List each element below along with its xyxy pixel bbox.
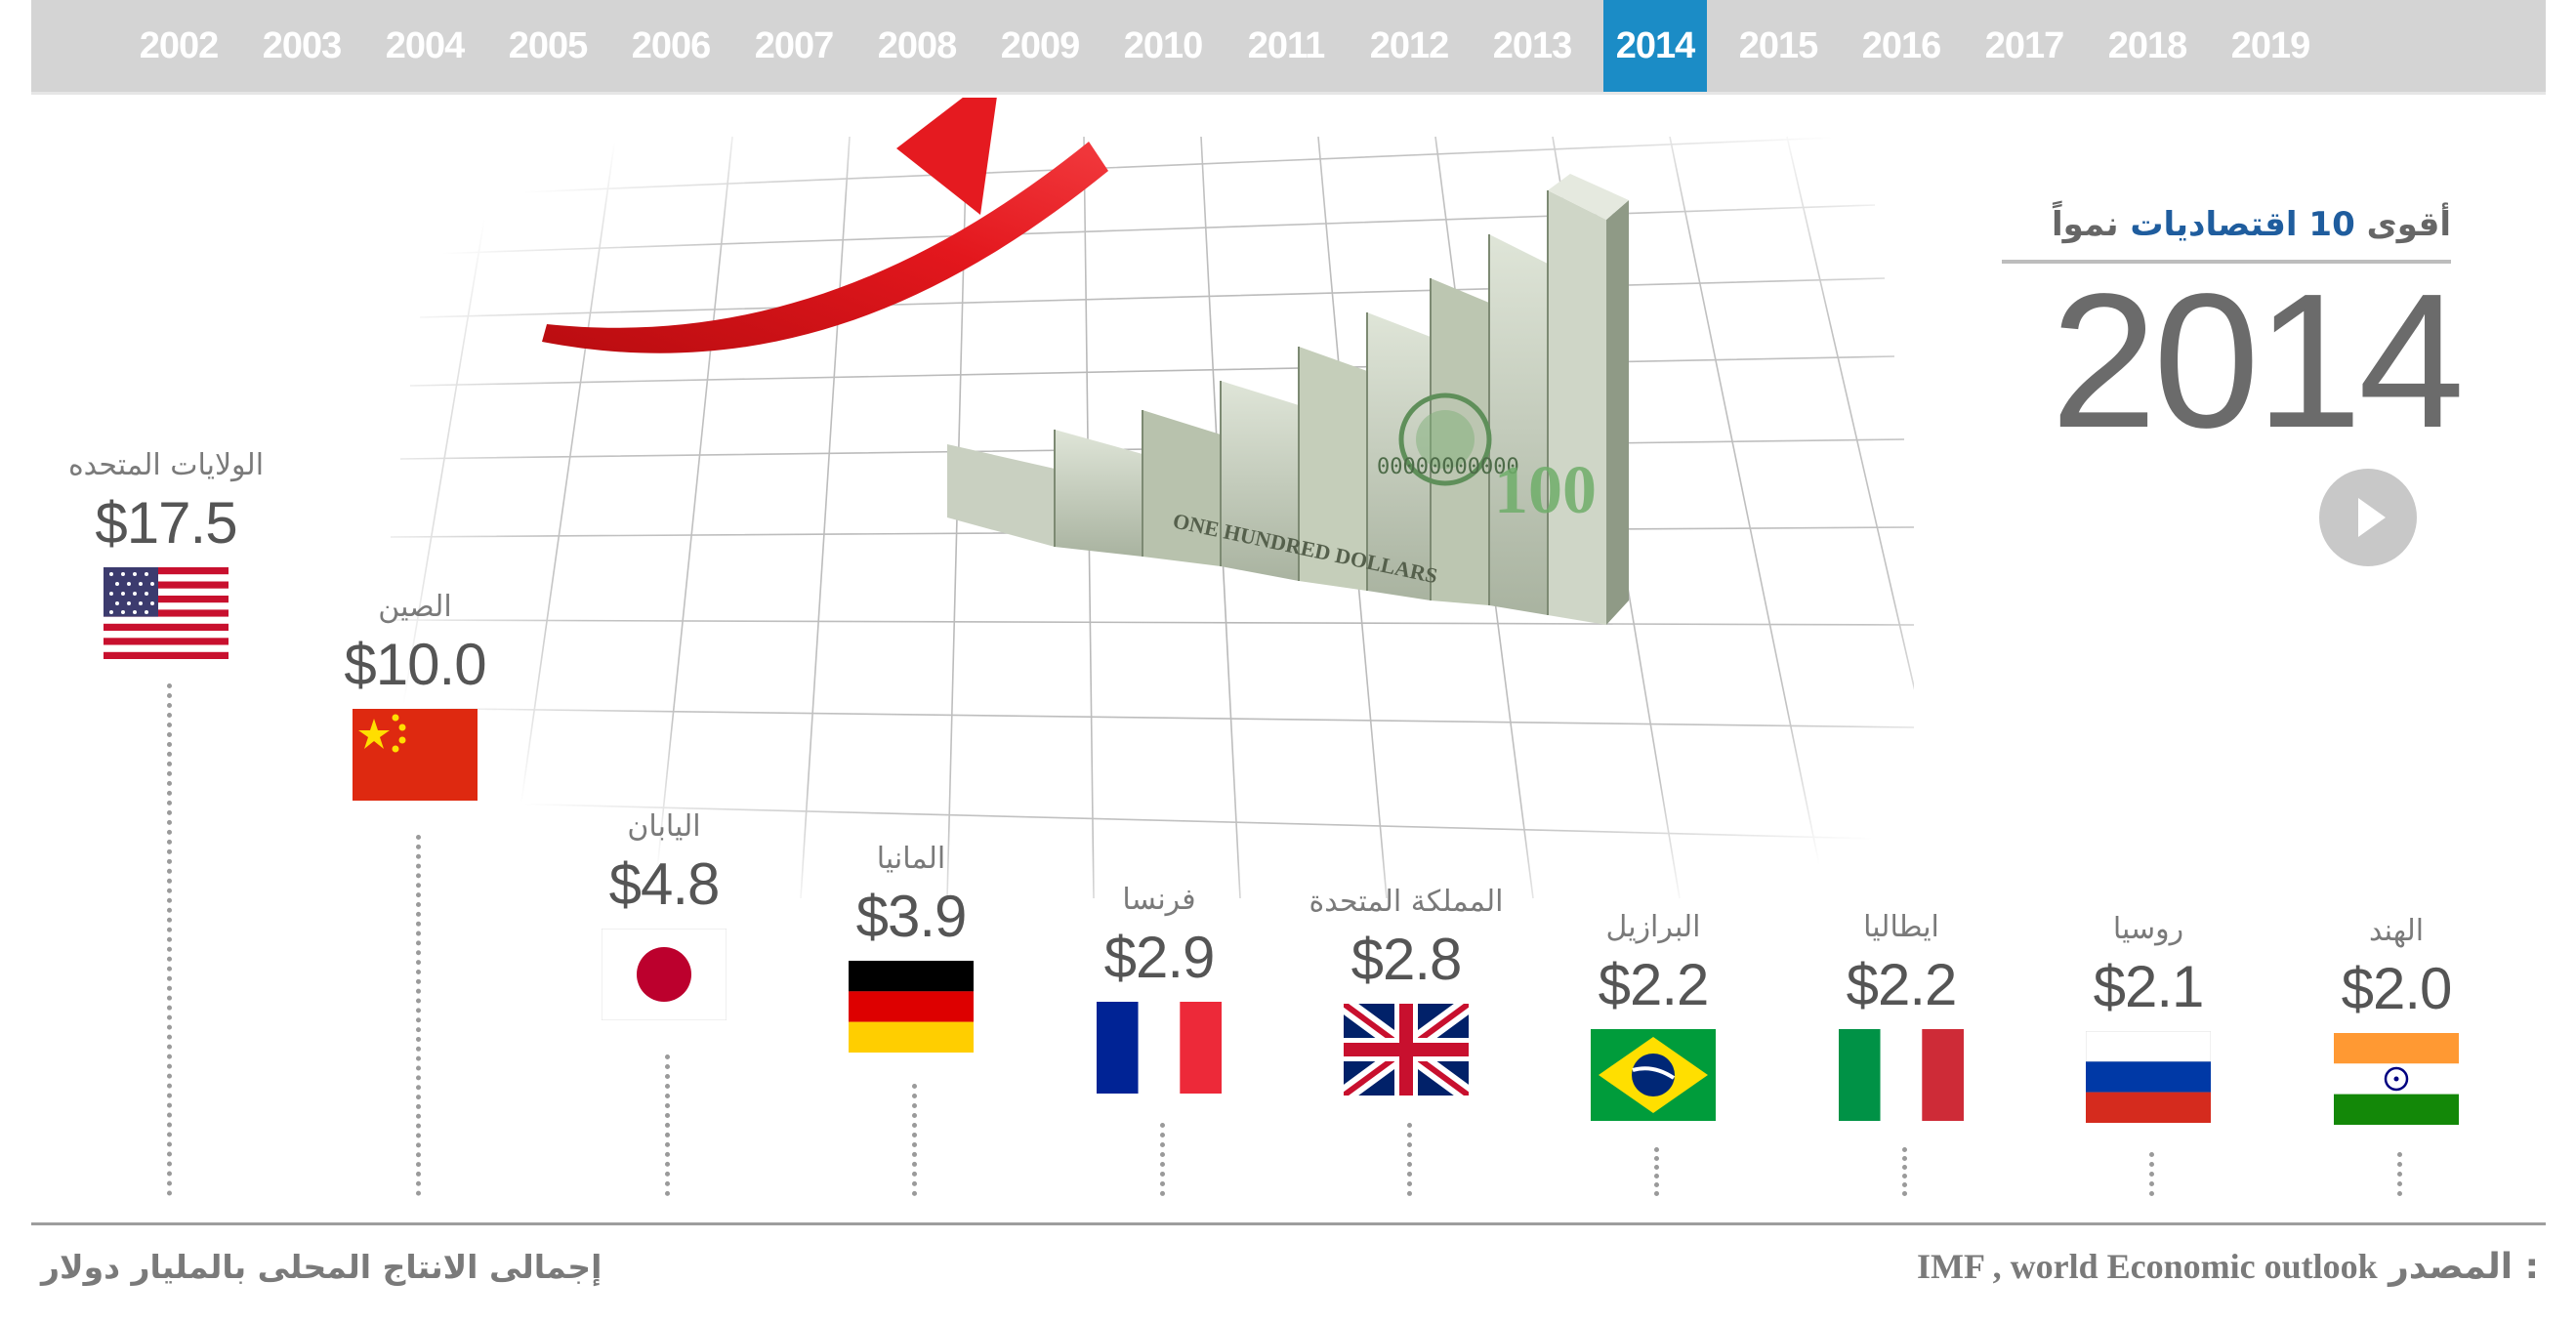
france-flag-icon — [1097, 1002, 1222, 1094]
year-tab-2015[interactable]: 2015 — [1738, 24, 1819, 66]
gdp-value: $17.5 — [95, 490, 237, 556]
india-flag-icon — [2334, 1033, 2459, 1125]
growth-illustration: 00000000000 100 ONE HUNDRED DOLLARS — [391, 98, 1914, 898]
gdp-value: $2.9 — [1103, 925, 1216, 990]
source-text: IMF , world Economic outlook — [1916, 1247, 2378, 1286]
title-prefix: أقوى — [2366, 205, 2451, 244]
country-china: الصين $10.0 — [288, 586, 542, 801]
gdp-caption: إجمالى الانتاج المحلى بالمليار دولار — [41, 1248, 602, 1286]
gdp-value: $2.8 — [1350, 927, 1463, 992]
gdp-value: $2.1 — [2093, 954, 2205, 1019]
value-guide-line — [1902, 1147, 1907, 1196]
country-italy: ايطاليا $2.2 — [1774, 906, 2028, 1121]
chart-title: أقوى 10 اقتصاديات نمواً — [2012, 205, 2451, 254]
year-tab-2014-active[interactable]: 2014 — [1603, 0, 1707, 92]
uk-flag-icon — [1344, 1004, 1469, 1096]
year-tab-2008[interactable]: 2008 — [877, 24, 958, 66]
year-tab-2019[interactable]: 2019 — [2230, 24, 2311, 66]
country-russia: روسيا $2.1 — [2021, 908, 2275, 1123]
country-name: المملكة المتحدة — [1309, 885, 1504, 919]
country-name: الصين — [378, 590, 452, 624]
selected-year-display: 2014 — [2050, 254, 2465, 468]
russia-flag-icon — [2086, 1031, 2211, 1123]
baseline-divider — [31, 1222, 2546, 1225]
value-guide-line — [665, 1054, 670, 1196]
country-name: الهند — [2368, 914, 2425, 948]
year-tab-2013[interactable]: 2013 — [1492, 24, 1573, 66]
year-tab-2009[interactable]: 2009 — [1000, 24, 1081, 66]
gdp-value: $3.9 — [855, 884, 968, 949]
japan-flag-icon — [602, 929, 727, 1020]
value-guide-line — [1407, 1123, 1412, 1196]
country-france: فرنسا $2.9 — [1032, 879, 1286, 1094]
country-name: ايطاليا — [1863, 910, 1939, 944]
year-tab-2007[interactable]: 2007 — [754, 24, 835, 66]
banknote-denomination: 100 — [1494, 453, 1597, 528]
value-guide-line — [2397, 1152, 2402, 1196]
germany-flag-icon — [849, 961, 974, 1053]
country-germany: المانيا $3.9 — [784, 838, 1038, 1053]
country-usa: الولايات المتحده $17.5 — [39, 444, 293, 659]
play-icon[interactable] — [2319, 469, 2417, 566]
title-highlight: اقتصاديات — [2130, 205, 2298, 244]
country-name: روسيا — [2112, 912, 2184, 946]
year-tab-2002[interactable]: 2002 — [139, 24, 220, 66]
gdp-value: $10.0 — [344, 632, 486, 697]
title-divider — [2002, 260, 2451, 264]
italy-flag-icon — [1839, 1029, 1964, 1121]
china-flag-icon — [353, 709, 478, 801]
gdp-value: $2.2 — [1846, 952, 1958, 1017]
country-name: البرازيل — [1605, 910, 1701, 944]
country-name: اليابان — [627, 809, 701, 844]
year-timeline: 2002 2003 2004 2005 2006 2007 2008 2009 … — [31, 0, 2546, 95]
banknote-serial: 00000000000 — [1377, 455, 1519, 479]
year-tab-2003[interactable]: 2003 — [262, 24, 343, 66]
value-guide-line — [416, 835, 421, 1196]
gdp-value: $2.2 — [1598, 952, 1710, 1017]
country-brazil: البرازيل $2.2 — [1526, 906, 1780, 1121]
year-tab-2012[interactable]: 2012 — [1369, 24, 1450, 66]
year-tab-2005[interactable]: 2005 — [508, 24, 589, 66]
country-india: الهند $2.0 — [2269, 910, 2523, 1125]
year-tab-2004[interactable]: 2004 — [385, 24, 466, 66]
year-tab-2010[interactable]: 2010 — [1123, 24, 1204, 66]
growth-arrow-icon — [542, 98, 1108, 353]
country-name: فرنسا — [1122, 883, 1196, 917]
usa-flag-icon — [104, 567, 229, 659]
gdp-value: $4.8 — [608, 851, 721, 917]
year-tab-2016[interactable]: 2016 — [1861, 24, 1942, 66]
banknote-bars: 00000000000 100 ONE HUNDRED DOLLARS — [947, 174, 1629, 625]
brazil-flag-icon — [1591, 1029, 1716, 1121]
year-tab-2006[interactable]: 2006 — [631, 24, 712, 66]
value-guide-line — [2149, 1152, 2154, 1196]
country-uk: المملكة المتحدة $2.8 — [1279, 881, 1533, 1096]
value-guide-line — [1160, 1123, 1165, 1196]
country-japan: اليابان $4.8 — [537, 806, 791, 1020]
title-number: 10 — [2308, 205, 2355, 244]
source-note: IMF , world Economic outlook المصدر : — [1855, 1246, 2539, 1301]
value-guide-line — [167, 683, 172, 1196]
country-name: المانيا — [876, 842, 946, 876]
year-tab-2011[interactable]: 2011 — [1247, 24, 1325, 66]
title-suffix: نمواً — [2051, 205, 2119, 244]
year-tab-2017[interactable]: 2017 — [1984, 24, 2065, 66]
source-label: المصدر : — [2389, 1247, 2539, 1287]
value-guide-line — [1654, 1147, 1659, 1196]
gdp-value: $2.0 — [2341, 956, 2453, 1021]
year-tab-2018[interactable]: 2018 — [2107, 24, 2188, 66]
value-guide-line — [912, 1084, 917, 1196]
country-name: الولايات المتحده — [67, 448, 265, 482]
